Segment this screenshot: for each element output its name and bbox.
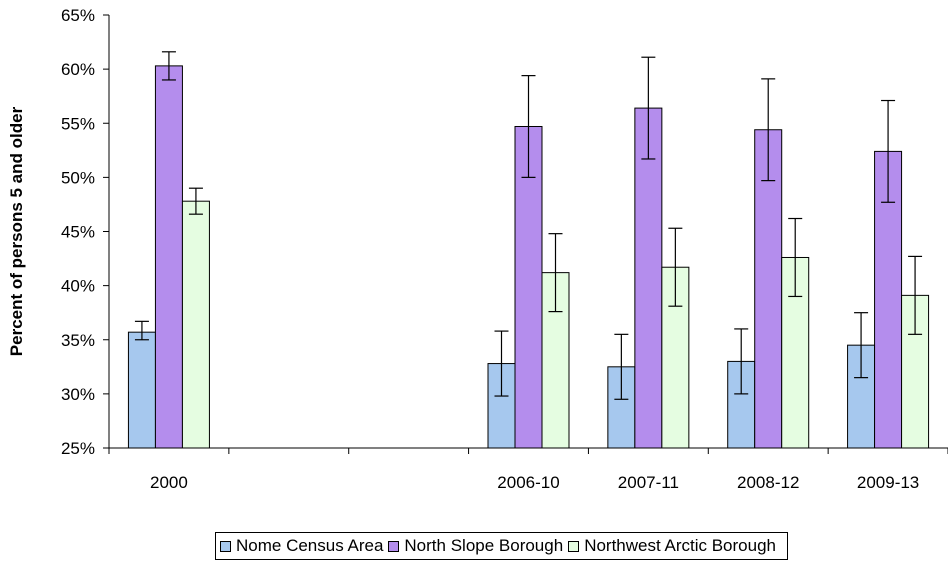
y-tick-label: 30% xyxy=(61,385,95,404)
bar xyxy=(181,200,210,449)
legend-item-north-slope: North Slope Borough xyxy=(388,536,563,556)
legend-swatch-nome xyxy=(220,540,231,552)
bar xyxy=(754,129,783,449)
legend: Nome Census Area North Slope Borough Nor… xyxy=(215,532,788,560)
legend-swatch-north-slope xyxy=(388,540,400,552)
y-tick-label: 25% xyxy=(61,439,95,458)
legend-item-northwest-arctic: Northwest Arctic Borough xyxy=(568,536,776,556)
y-tick-label: 55% xyxy=(61,114,95,133)
y-tick-label: 45% xyxy=(61,223,95,242)
x-tick-label: 2000 xyxy=(150,473,188,492)
legend-swatch-northwest-arctic xyxy=(568,540,580,552)
y-tick-label: 65% xyxy=(61,6,95,25)
y-axis-title: Percent of persons 5 and older xyxy=(7,106,26,356)
y-tick-label: 40% xyxy=(61,277,95,296)
y-tick-label: 60% xyxy=(61,60,95,79)
legend-label-north-slope: North Slope Borough xyxy=(404,536,564,555)
x-tick-label: 2006-10 xyxy=(497,473,559,492)
x-tick-label: 2009-13 xyxy=(857,473,919,492)
bar xyxy=(127,331,156,449)
y-tick-label: 35% xyxy=(61,331,95,350)
bar xyxy=(154,65,183,449)
y-tick-label: 50% xyxy=(61,168,95,187)
x-tick-label: 2008-12 xyxy=(737,473,799,492)
x-tick-label: 2007-11 xyxy=(618,473,679,492)
legend-item-nome: Nome Census Area xyxy=(220,536,383,556)
legend-label-nome: Nome Census Area xyxy=(236,536,384,555)
legend-label-northwest-arctic: Northwest Arctic Borough xyxy=(584,536,776,555)
